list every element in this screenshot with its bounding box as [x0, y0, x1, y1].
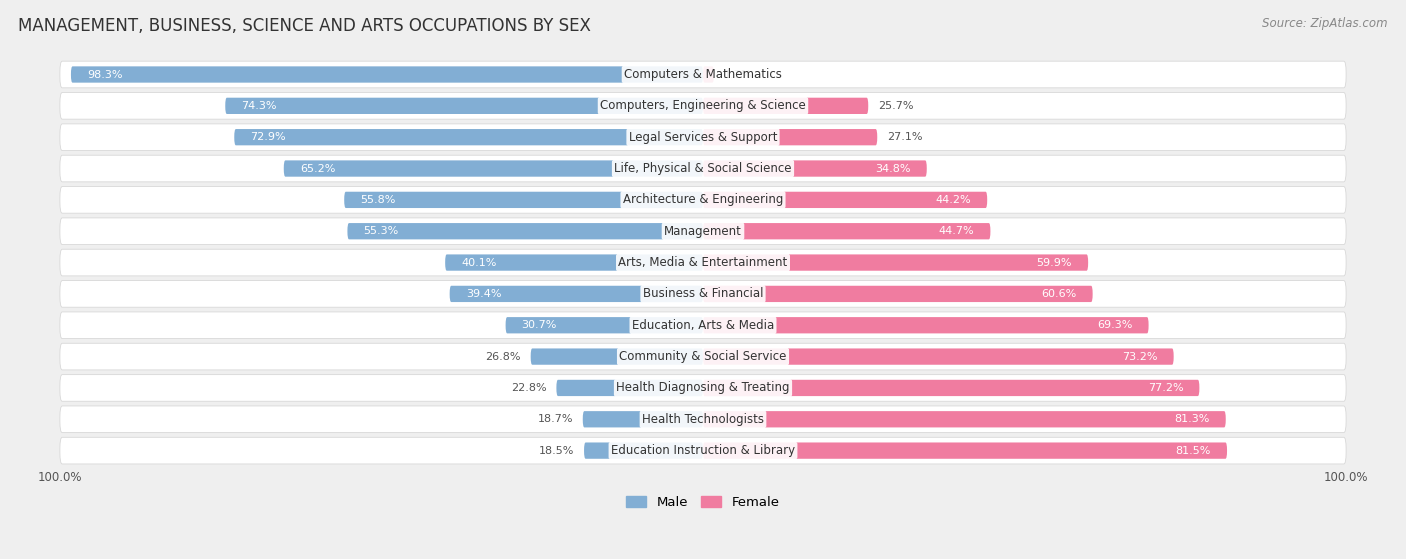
Text: 81.3%: 81.3%: [1174, 414, 1209, 424]
FancyBboxPatch shape: [450, 286, 703, 302]
Text: 55.3%: 55.3%: [364, 226, 399, 236]
FancyBboxPatch shape: [284, 160, 703, 177]
Text: Business & Financial: Business & Financial: [643, 287, 763, 300]
FancyBboxPatch shape: [703, 443, 1227, 459]
FancyBboxPatch shape: [703, 286, 1092, 302]
FancyBboxPatch shape: [703, 380, 1199, 396]
Text: 34.8%: 34.8%: [875, 164, 911, 173]
Text: 100.0%: 100.0%: [38, 471, 83, 484]
Text: 18.5%: 18.5%: [538, 446, 575, 456]
Text: MANAGEMENT, BUSINESS, SCIENCE AND ARTS OCCUPATIONS BY SEX: MANAGEMENT, BUSINESS, SCIENCE AND ARTS O…: [18, 17, 591, 35]
Text: 81.5%: 81.5%: [1175, 446, 1211, 456]
Text: 39.4%: 39.4%: [465, 289, 501, 299]
Text: Health Technologists: Health Technologists: [643, 413, 763, 426]
FancyBboxPatch shape: [60, 218, 1346, 244]
FancyBboxPatch shape: [60, 281, 1346, 307]
Text: 40.1%: 40.1%: [461, 258, 496, 268]
Text: Education Instruction & Library: Education Instruction & Library: [612, 444, 794, 457]
FancyBboxPatch shape: [344, 192, 703, 208]
FancyBboxPatch shape: [60, 343, 1346, 370]
Text: 72.9%: 72.9%: [250, 132, 285, 142]
Text: 25.7%: 25.7%: [877, 101, 914, 111]
FancyBboxPatch shape: [557, 380, 703, 396]
Text: 65.2%: 65.2%: [299, 164, 335, 173]
Text: 73.2%: 73.2%: [1122, 352, 1157, 362]
Text: 27.1%: 27.1%: [887, 132, 922, 142]
Text: 59.9%: 59.9%: [1036, 258, 1073, 268]
FancyBboxPatch shape: [70, 67, 703, 83]
FancyBboxPatch shape: [582, 411, 703, 428]
Text: Education, Arts & Media: Education, Arts & Media: [631, 319, 775, 331]
Text: Health Diagnosing & Treating: Health Diagnosing & Treating: [616, 381, 790, 395]
FancyBboxPatch shape: [703, 67, 714, 83]
Text: Life, Physical & Social Science: Life, Physical & Social Science: [614, 162, 792, 175]
Text: 55.8%: 55.8%: [360, 195, 395, 205]
FancyBboxPatch shape: [60, 375, 1346, 401]
Text: Legal Services & Support: Legal Services & Support: [628, 131, 778, 144]
Text: 22.8%: 22.8%: [512, 383, 547, 393]
Legend: Male, Female: Male, Female: [621, 491, 785, 514]
Text: 44.2%: 44.2%: [935, 195, 972, 205]
Text: 18.7%: 18.7%: [537, 414, 574, 424]
FancyBboxPatch shape: [446, 254, 703, 271]
FancyBboxPatch shape: [703, 160, 927, 177]
Text: 26.8%: 26.8%: [485, 352, 522, 362]
FancyBboxPatch shape: [60, 187, 1346, 213]
FancyBboxPatch shape: [60, 406, 1346, 433]
Text: 44.7%: 44.7%: [939, 226, 974, 236]
Text: Management: Management: [664, 225, 742, 238]
Text: Community & Social Service: Community & Social Service: [619, 350, 787, 363]
Text: Computers, Engineering & Science: Computers, Engineering & Science: [600, 100, 806, 112]
FancyBboxPatch shape: [60, 155, 1346, 182]
Text: 69.3%: 69.3%: [1097, 320, 1132, 330]
FancyBboxPatch shape: [60, 312, 1346, 339]
FancyBboxPatch shape: [703, 348, 1174, 364]
FancyBboxPatch shape: [703, 192, 987, 208]
FancyBboxPatch shape: [60, 124, 1346, 150]
FancyBboxPatch shape: [703, 98, 869, 114]
Text: 1.7%: 1.7%: [724, 69, 752, 79]
Text: 100.0%: 100.0%: [1323, 471, 1368, 484]
FancyBboxPatch shape: [703, 129, 877, 145]
FancyBboxPatch shape: [225, 98, 703, 114]
Text: 30.7%: 30.7%: [522, 320, 557, 330]
FancyBboxPatch shape: [530, 348, 703, 364]
FancyBboxPatch shape: [703, 254, 1088, 271]
FancyBboxPatch shape: [60, 249, 1346, 276]
Text: 60.6%: 60.6%: [1042, 289, 1077, 299]
FancyBboxPatch shape: [506, 317, 703, 333]
FancyBboxPatch shape: [347, 223, 703, 239]
Text: 77.2%: 77.2%: [1147, 383, 1184, 393]
FancyBboxPatch shape: [235, 129, 703, 145]
FancyBboxPatch shape: [60, 61, 1346, 88]
FancyBboxPatch shape: [703, 317, 1149, 333]
Text: Computers & Mathematics: Computers & Mathematics: [624, 68, 782, 81]
FancyBboxPatch shape: [703, 223, 990, 239]
Text: Source: ZipAtlas.com: Source: ZipAtlas.com: [1263, 17, 1388, 30]
Text: Arts, Media & Entertainment: Arts, Media & Entertainment: [619, 256, 787, 269]
FancyBboxPatch shape: [60, 93, 1346, 119]
FancyBboxPatch shape: [703, 411, 1226, 428]
FancyBboxPatch shape: [583, 443, 703, 459]
Text: Architecture & Engineering: Architecture & Engineering: [623, 193, 783, 206]
FancyBboxPatch shape: [60, 437, 1346, 464]
Text: 98.3%: 98.3%: [87, 69, 122, 79]
Text: 74.3%: 74.3%: [242, 101, 277, 111]
